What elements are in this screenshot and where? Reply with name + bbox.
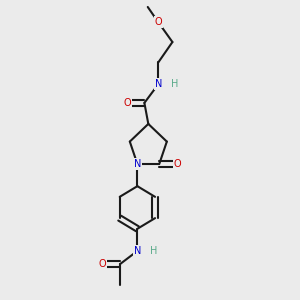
Text: O: O [124,98,131,108]
Text: O: O [98,259,106,269]
Text: O: O [154,17,162,27]
Text: N: N [155,79,162,89]
Text: H: H [171,79,178,89]
Text: N: N [134,246,141,256]
Text: N: N [134,159,141,169]
Text: H: H [150,246,157,256]
Text: O: O [174,159,181,169]
